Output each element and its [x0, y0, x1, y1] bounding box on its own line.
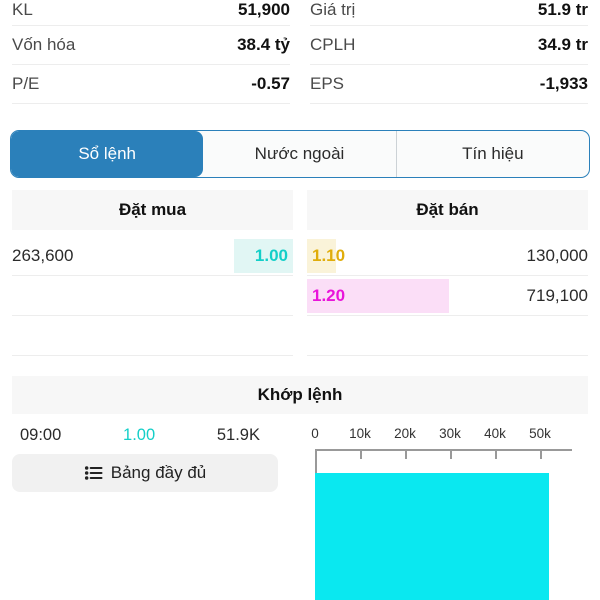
chart-tick-label: 40k [484, 426, 506, 441]
buy-price: 1.00 [254, 245, 288, 265]
sell-depth-bar [307, 238, 336, 273]
tab-bar: Sổ lệnh Nước ngoài Tín hiệu [10, 130, 590, 178]
stat-value: 51.9 tr [537, 0, 588, 19]
stat-label: Vốn hóa [12, 35, 76, 54]
list-icon [84, 463, 104, 483]
stat-value: -1,933 [539, 74, 588, 93]
trade-row: 09:00 1.00 51.9K [12, 422, 260, 448]
chart-tick-mark [360, 449, 362, 459]
buy-column-header: Đặt mua [12, 190, 293, 230]
volume-chart: 0 10k 20k 30k 40k 50k [300, 414, 600, 600]
orderbook-body: 263,600 1.00 1.10 130,000 1.20 [12, 236, 588, 356]
stats-section: KL 51,900 Vốn hóa 38.4 tỷ P/E -0.57 Giá … [0, 0, 600, 104]
orderbook-headers: Đặt mua Đặt bán [12, 190, 588, 230]
trade-volume: 51.9K [216, 425, 260, 444]
stat-value: 38.4 tỷ [237, 35, 290, 54]
buy-row-2-empty [12, 276, 293, 316]
sell-column-header: Đặt bán [307, 190, 588, 230]
stat-value: 34.9 tr [537, 35, 588, 54]
sell-row-2: 1.20 719,100 [307, 276, 588, 316]
tab-nuoc-ngoai[interactable]: Nước ngoài [254, 144, 345, 163]
trade-time: 09:00 [20, 425, 62, 444]
stat-value: 51,900 [238, 0, 290, 19]
buy-price-cell[interactable]: 1.00 [234, 238, 293, 273]
chart-tick-label: 30k [439, 426, 461, 441]
sell-column: 1.10 130,000 1.20 719,100 [307, 236, 588, 356]
sell-volume: 719,100 [526, 285, 588, 305]
chart-tick-mark [495, 449, 497, 459]
chart-tick-label: 50k [529, 426, 551, 441]
chart-tick-mark [540, 449, 542, 459]
stat-row-eps: EPS -1,933 [310, 65, 588, 104]
stat-row-kl: KL 51,900 [12, 0, 290, 26]
buy-row-1: 263,600 1.00 [12, 236, 293, 276]
stat-label: EPS [310, 74, 345, 93]
tab-tin-hieu[interactable]: Tín hiệu [395, 131, 589, 177]
stat-label: Giá trị [310, 0, 356, 19]
chart-tick-label: 20k [394, 426, 416, 441]
sell-volume: 130,000 [526, 245, 588, 265]
buy-row-3-empty [12, 316, 293, 356]
matched-orders-section: 09:00 1.00 51.9K Bảng đầy đủ 0 10k 20k 30k 4… [0, 414, 600, 600]
sell-price: 1.10 [312, 245, 346, 265]
stat-label: KL [12, 0, 33, 19]
chart-tick-mark [315, 449, 317, 473]
stats-right-column: Giá trị 51.9 tr CPLH 34.9 tr EPS -1,933 [310, 0, 588, 104]
chart-tick-mark [450, 449, 452, 459]
sell-price: 1.20 [312, 285, 346, 305]
stat-row-gia-tri: Giá trị 51.9 tr [310, 0, 588, 26]
stat-value: -0.57 [251, 74, 290, 93]
chart-tick-label: 0 [311, 426, 319, 441]
trade-price: 1.00 [123, 425, 156, 444]
stat-label: P/E [12, 74, 40, 93]
chart-axis-line [315, 449, 572, 451]
stat-row-cplh: CPLH 34.9 tr [310, 26, 588, 65]
buy-depth-bar [234, 238, 293, 273]
full-board-button[interactable]: Bảng đầy đủ [12, 454, 278, 492]
sell-depth-bar [307, 278, 449, 313]
sell-row-1: 1.10 130,000 [307, 236, 588, 276]
sell-price-cell[interactable]: 1.20 [307, 278, 449, 313]
stat-label: CPLH [310, 35, 356, 54]
stat-row-pe: P/E -0.57 [12, 65, 290, 104]
tab-so-lenh[interactable]: Sổ lệnh [11, 131, 204, 177]
matched-orders-header: Khớp lệnh [12, 376, 588, 414]
full-board-button-label: Bảng đầy đủ [110, 463, 207, 482]
stats-left-column: KL 51,900 Vốn hóa 38.4 tỷ P/E -0.57 [12, 0, 290, 104]
buy-volume: 263,600 [12, 245, 74, 265]
volume-bar [315, 473, 549, 600]
chart-tick-label: 10k [349, 426, 371, 441]
sell-row-3-empty [307, 316, 588, 356]
chart-tick-mark [405, 449, 407, 459]
sell-price-cell[interactable]: 1.10 [307, 238, 350, 273]
stat-row-von-hoa: Vốn hóa 38.4 tỷ [12, 26, 290, 65]
buy-column: 263,600 1.00 [12, 236, 293, 356]
